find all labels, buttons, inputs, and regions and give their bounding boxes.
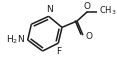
- Text: H$_2$N: H$_2$N: [6, 34, 25, 46]
- Text: O: O: [83, 2, 90, 11]
- Text: O: O: [85, 31, 92, 41]
- Text: N: N: [46, 5, 53, 14]
- Text: F: F: [56, 47, 61, 56]
- Text: CH$_3$: CH$_3$: [99, 5, 116, 17]
